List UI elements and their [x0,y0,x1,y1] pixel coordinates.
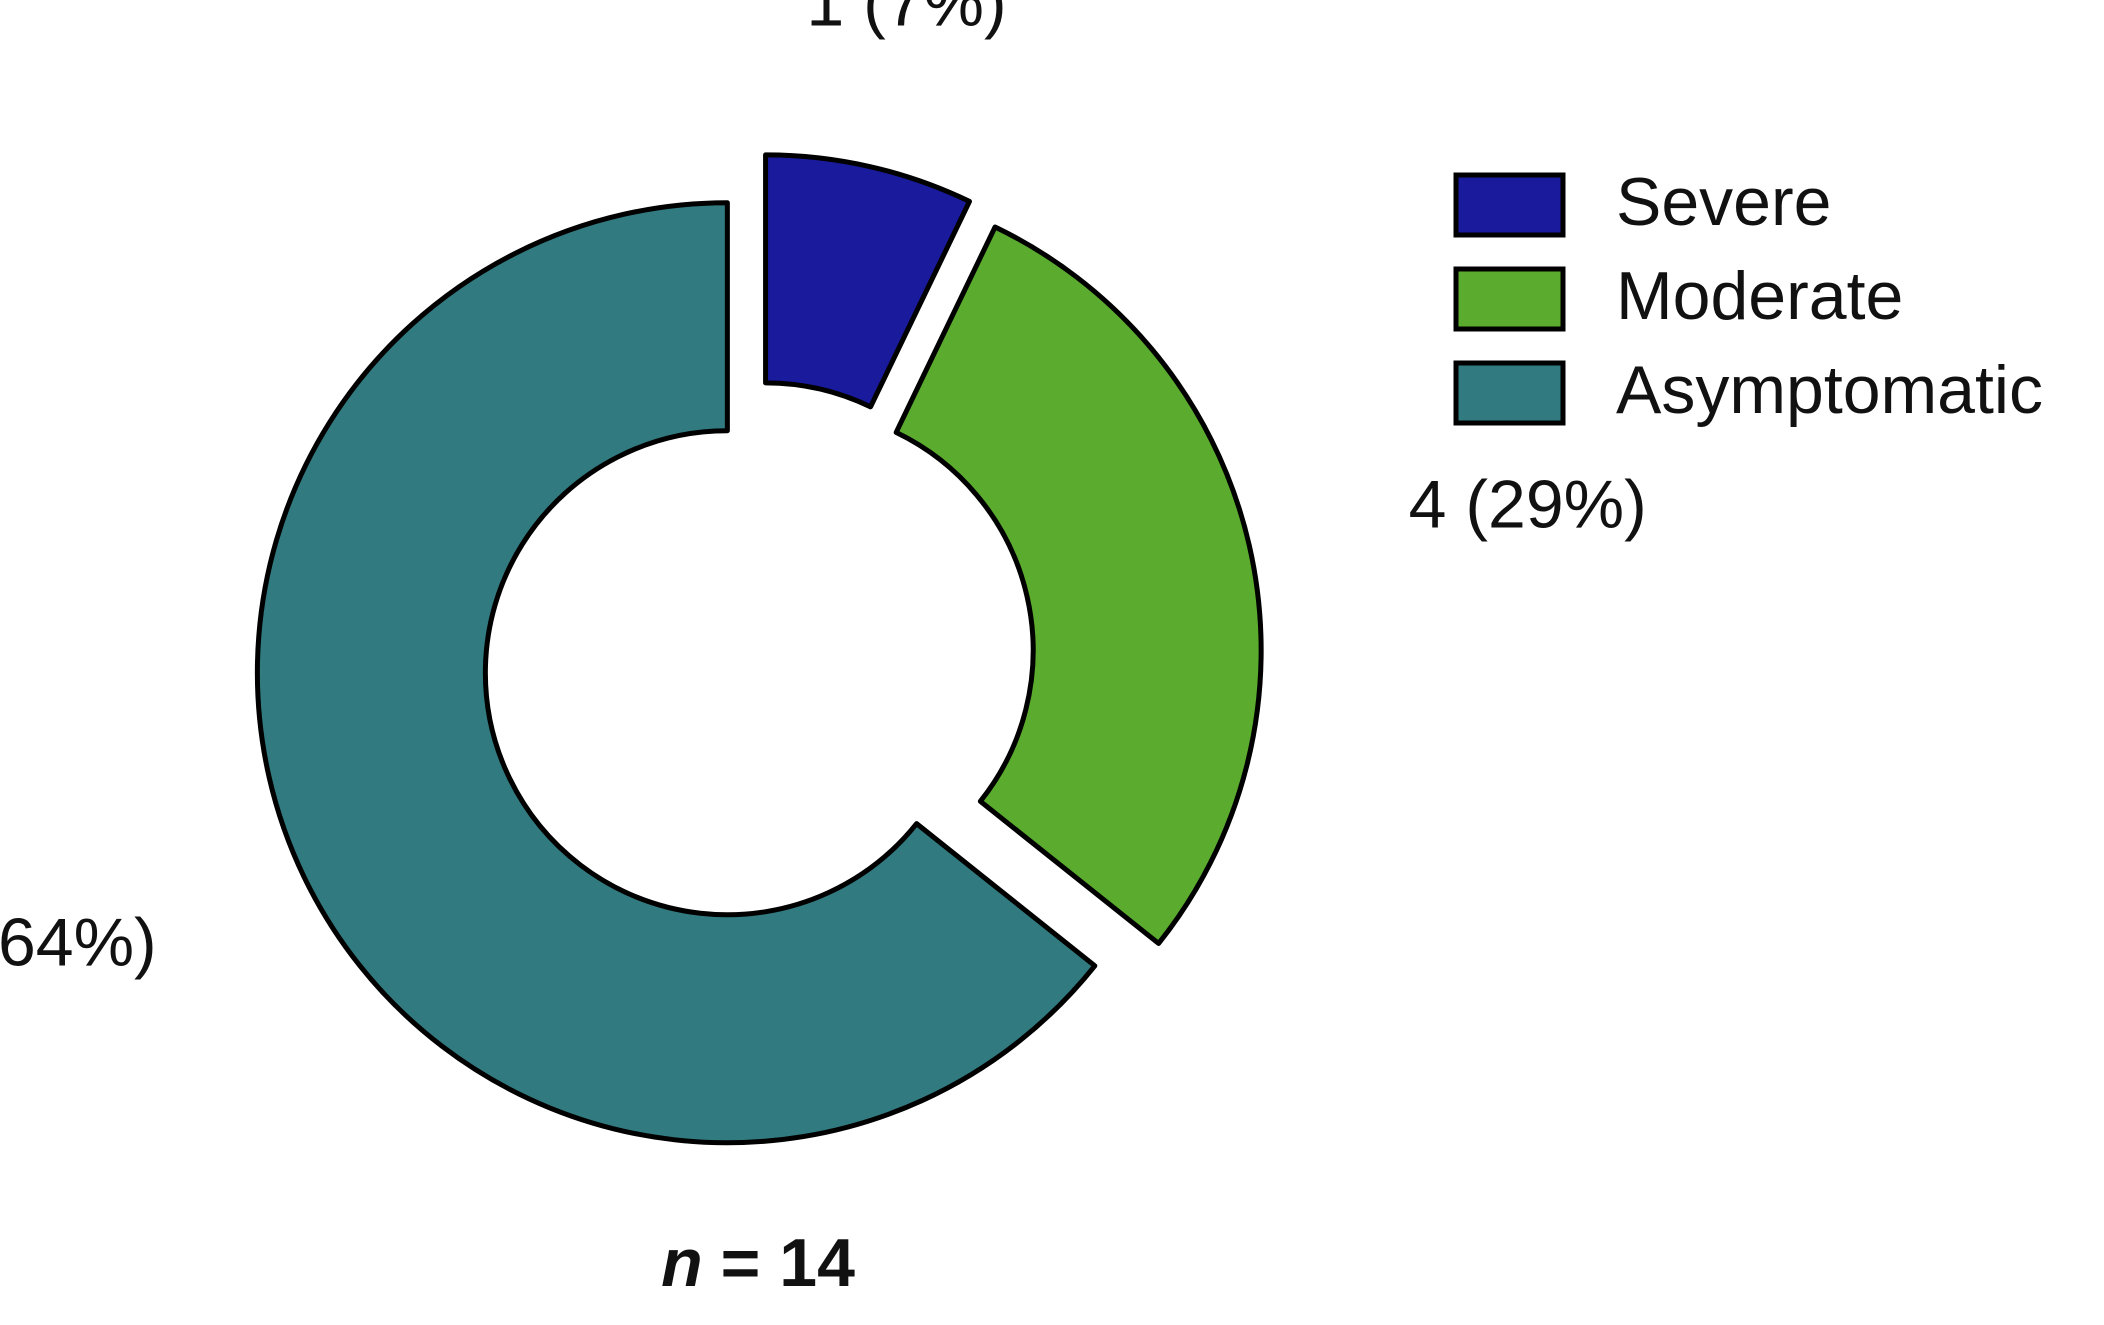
legend-swatch [1453,360,1566,426]
donut-slice [763,152,972,410]
value-label: 1 (7%) [806,0,1006,40]
value-label: 9 (64%) [0,905,157,981]
annotation: n = 14 [661,1225,855,1301]
annotation-variable: n [661,1225,703,1301]
value-label: 4 (29%) [1409,466,1647,542]
legend-label: Severe [1616,164,1831,240]
legend-label: Asymptomatic [1616,352,2043,428]
legend-swatch [1453,172,1566,238]
annotation-text: = 14 [721,1225,855,1301]
legend-label: Moderate [1616,258,1903,334]
legend-swatch [1453,266,1566,332]
donut-slice [254,200,1098,1146]
donut-slice [893,224,1264,946]
